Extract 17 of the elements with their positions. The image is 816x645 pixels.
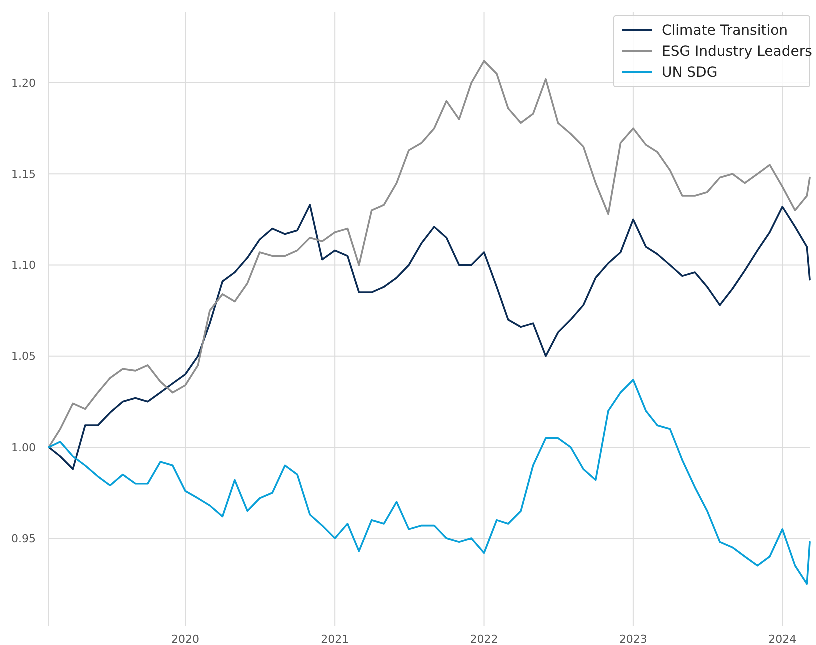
- line-series: [48, 379, 811, 585]
- x-tick-label: 2020: [172, 633, 200, 645]
- y-tick-label: 1.05: [12, 350, 36, 364]
- line-series: [48, 204, 811, 470]
- line-series: [48, 60, 811, 448]
- x-tick-label: 2023: [619, 633, 648, 645]
- legend-label: UN SDG: [662, 65, 718, 81]
- x-tick-label: 2021: [321, 633, 350, 645]
- x-tick-label: 2022: [470, 633, 498, 645]
- y-tick-label: 0.95: [12, 532, 36, 546]
- x-tick-label: 2024: [768, 633, 797, 645]
- y-tick-label: 1.10: [12, 259, 36, 272]
- legend-label: ESG Industry Leaders: [662, 44, 812, 60]
- y-tick-label: 1.00: [12, 441, 36, 454]
- y-tick-label: 1.15: [12, 168, 36, 182]
- y-tick-label: 1.20: [12, 76, 36, 90]
- legend-label: Climate Transition: [662, 23, 788, 39]
